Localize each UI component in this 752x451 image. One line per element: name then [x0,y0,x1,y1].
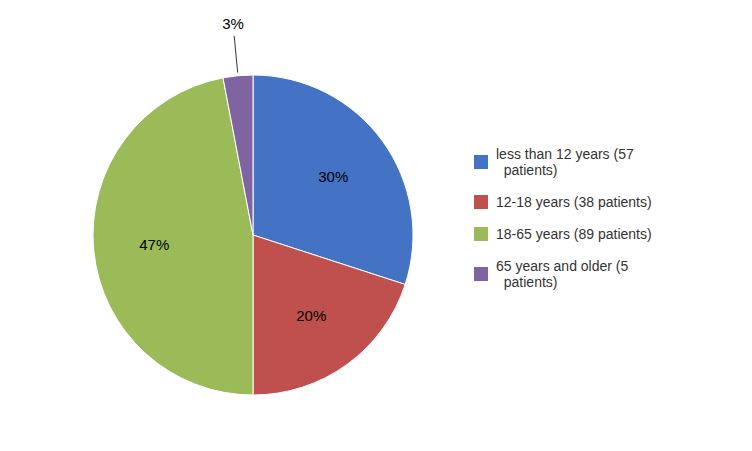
svg-text:3%: 3% [222,15,244,32]
svg-text:20%: 20% [296,307,326,324]
html-text:12-18 years (38 patients): 12-18 years (38 patients) [496,193,652,210]
svg-text:30%: 30% [318,168,348,185]
html-text:65 years and older (5 patients: 65 years and older (5 patients) [496,257,629,290]
html-text:less than 12 years (57 patient: less than 12 years (57 patients) [496,145,634,178]
html-text:18-65 years (89 patients): 18-65 years (89 patients) [496,225,652,242]
svg-text:47%: 47% [139,236,169,253]
